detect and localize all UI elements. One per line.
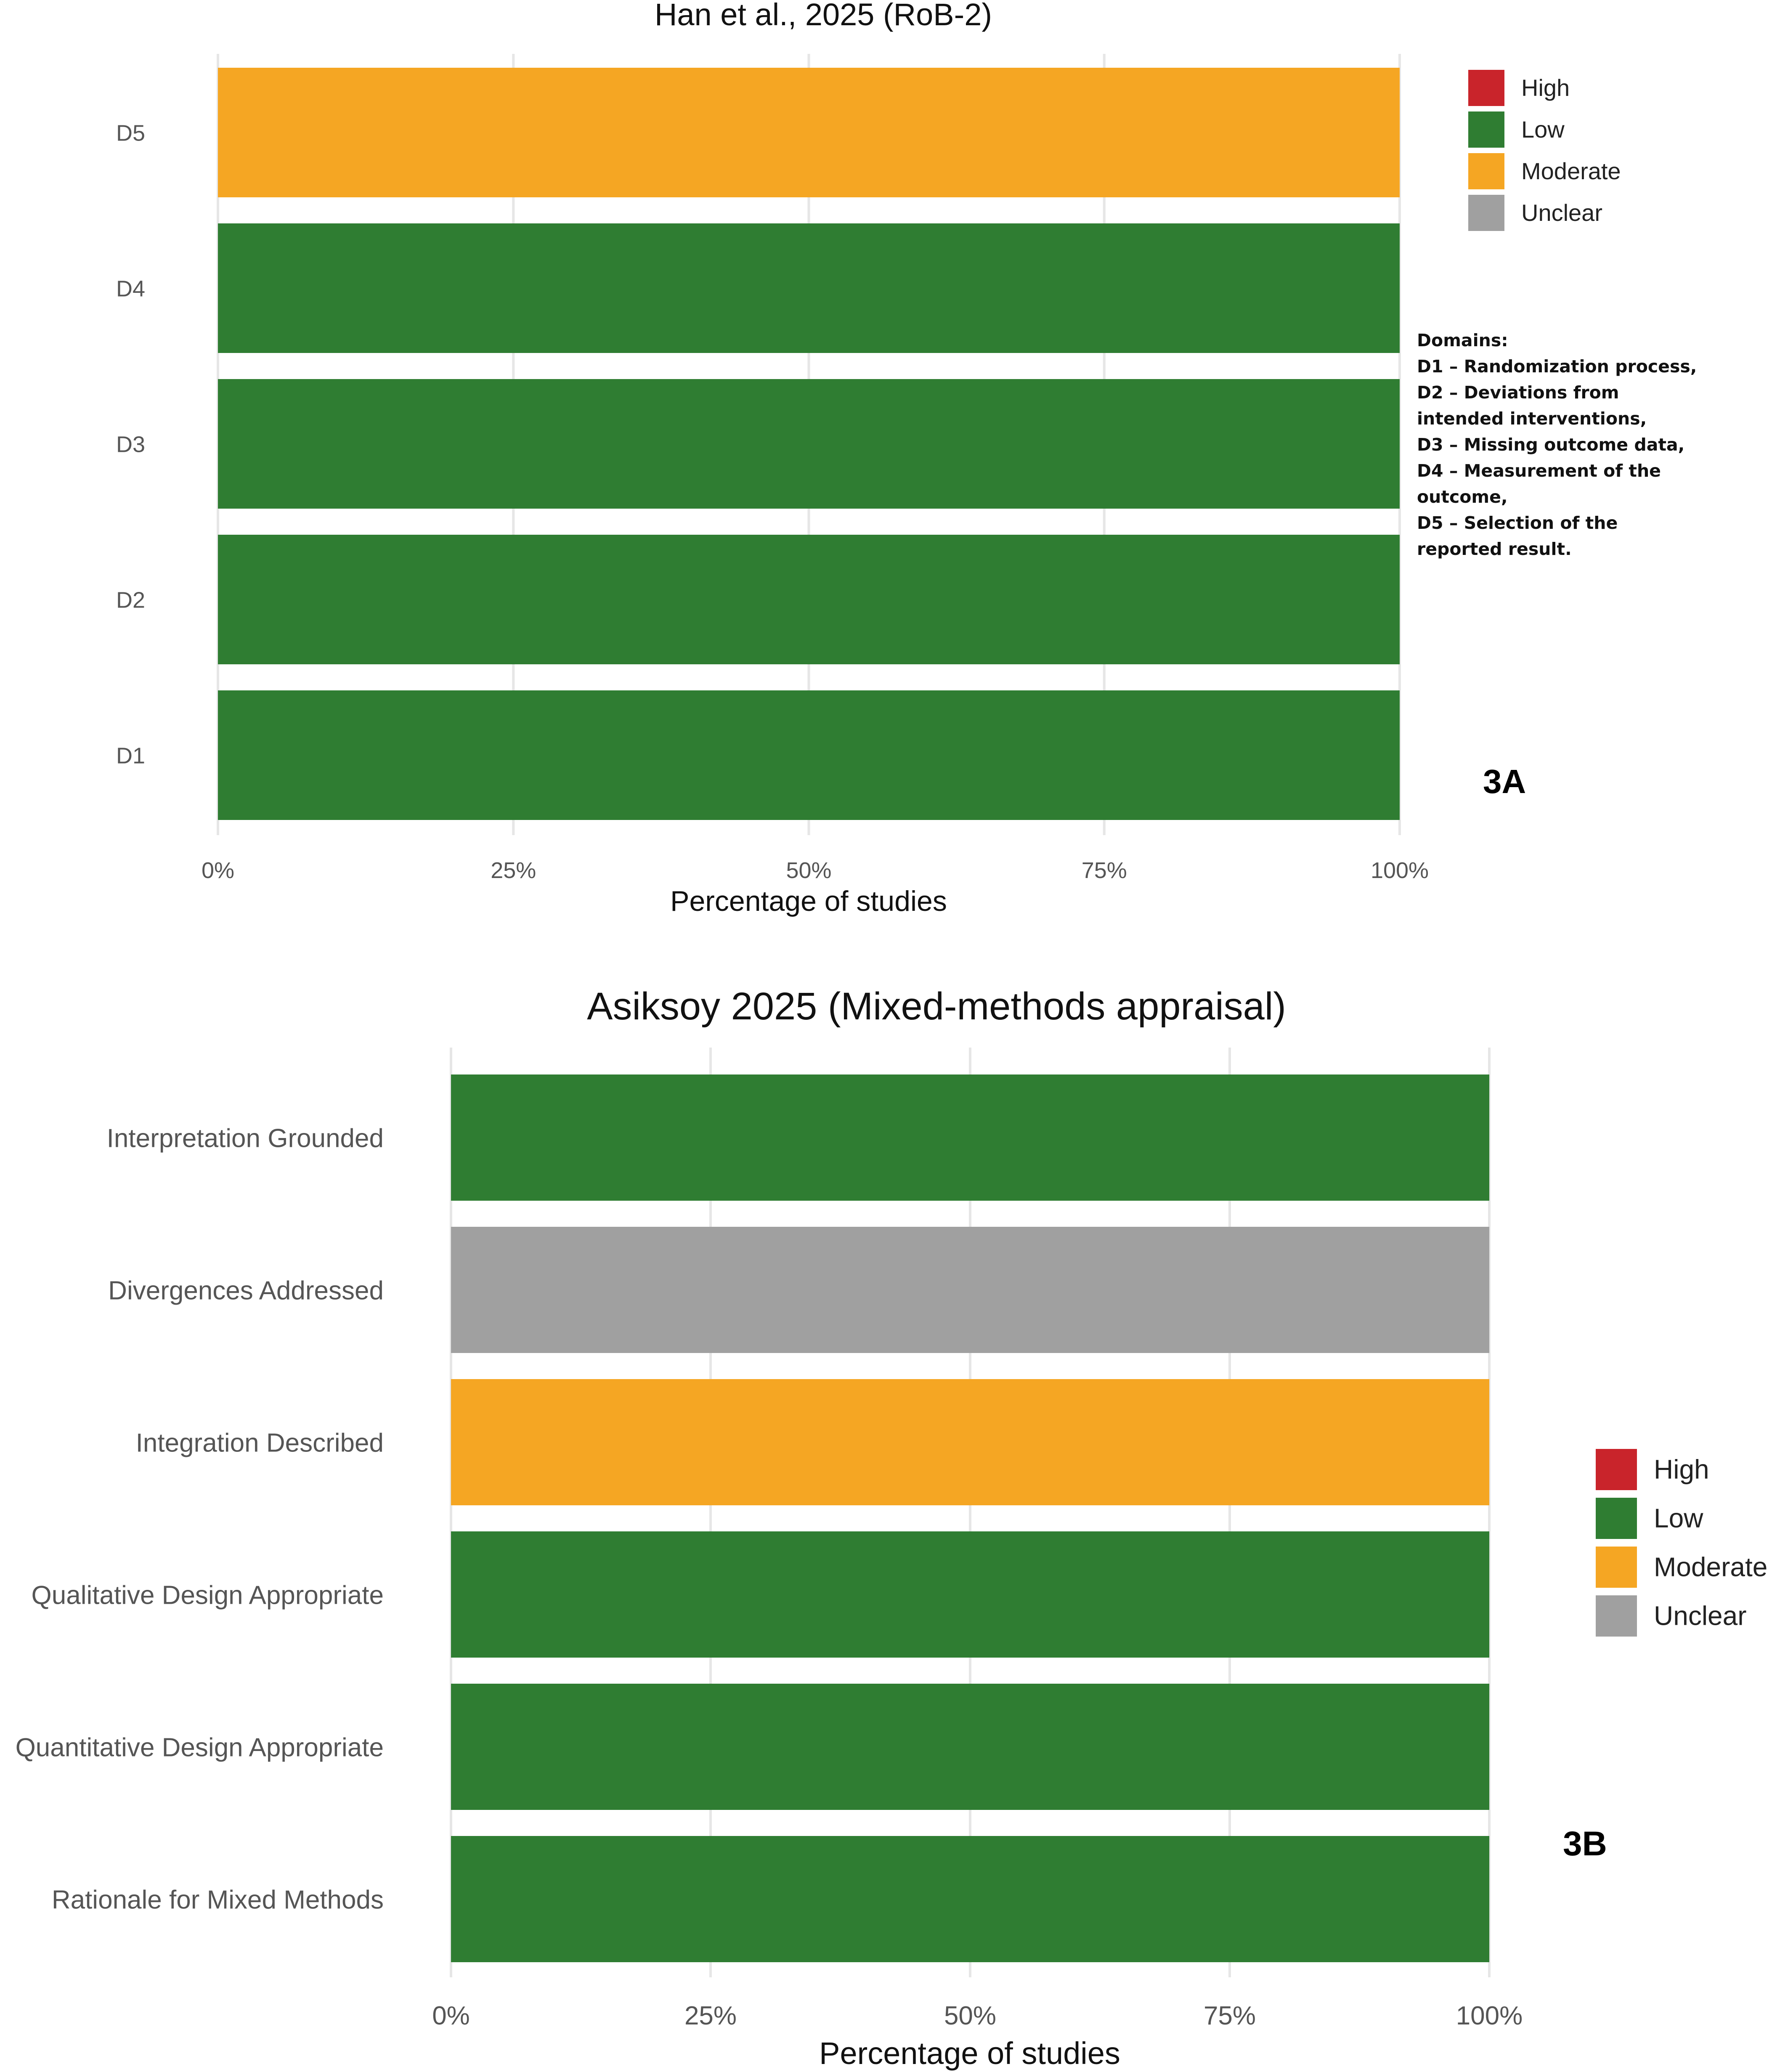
bar-low [218,690,1400,820]
legend-swatch-low [1468,111,1504,148]
legend-label: Low [1521,116,1565,143]
y-category-label: D1 [116,743,145,768]
domains-note-line: outcome, [1417,487,1508,507]
panel-label: 3A [1483,763,1526,800]
domains-note: Domains: D1 – Randomization process, D2 … [1417,327,1720,562]
x-tick-label: 25% [491,858,536,883]
domains-note-line: D5 – Selection of the [1417,513,1618,533]
bar-low [451,1531,1489,1658]
chart-panel-3a: Han et al., 2025 (RoB-2) 0% 25% 50% 75% 100% D… [116,0,1621,917]
y-category-label: Divergences Addressed [108,1276,384,1305]
y-category-label: Quantitative Design Appropriate [16,1733,384,1762]
y-category-label: Integration Described [136,1428,384,1457]
legend-swatch-unclear [1596,1595,1637,1637]
legend-label: High [1654,1454,1709,1485]
legend-swatch-moderate [1596,1547,1637,1588]
chart-title: Asiksoy 2025 (Mixed-methods appraisal) [587,985,1286,1028]
legend-label: Moderate [1654,1552,1767,1582]
legend-swatch-high [1596,1449,1637,1490]
x-axis-label: Percentage of studies [670,885,947,917]
x-tick-label: 100% [1371,858,1429,883]
x-tick-label: 0% [202,858,234,883]
chart-title: Han et al., 2025 (RoB-2) [655,0,992,32]
x-tick-label: 50% [786,858,831,883]
bar-low [451,1684,1489,1810]
y-category-label: Rationale for Mixed Methods [52,1885,384,1914]
legend-label: Low [1654,1503,1703,1533]
legend-swatch-low [1596,1498,1637,1539]
y-category-label: D5 [116,120,145,146]
legend-label: High [1521,74,1570,101]
x-tick-label: 25% [684,2001,737,2030]
domains-note-line: D4 – Measurement of the [1417,461,1661,481]
y-category-label: Qualitative Design Appropriate [32,1581,384,1610]
domains-note-line: D1 – Randomization process, [1417,356,1697,377]
x-tick-label: 75% [1204,2001,1256,2030]
x-tick-label: 75% [1082,858,1127,883]
legend-label: Unclear [1654,1601,1747,1631]
domains-note-line: reported result. [1417,539,1572,559]
bar-moderate [451,1379,1489,1505]
legend-swatch-high [1468,70,1504,106]
domains-note-line: D3 – Missing outcome data, [1417,435,1685,455]
domains-note-line: D2 – Deviations from [1417,382,1619,403]
y-category-label: Interpretation Grounded [107,1124,384,1153]
panel-label: 3B [1563,1825,1607,1863]
bar-unclear [451,1227,1489,1353]
legend-label: Moderate [1521,158,1621,184]
domains-note-line: intended interventions, [1417,409,1647,429]
y-category-label: D3 [116,432,145,457]
bar-low [451,1836,1489,1962]
x-tick-label: 0% [432,2001,470,2030]
bar-low [218,535,1400,664]
bar-low [218,223,1400,353]
y-category-label: D2 [116,587,145,613]
x-tick-label: 100% [1456,2001,1523,2030]
y-category-label: D4 [116,276,145,301]
x-axis-label: Percentage of studies [819,2036,1120,2071]
x-tick-label: 50% [944,2001,996,2030]
legend-label: Unclear [1521,199,1602,226]
domains-note-line: Domains: [1417,330,1508,350]
bar-moderate [218,68,1400,197]
chart-panel-3b: Asiksoy 2025 (Mixed-methods appraisal) 0%… [16,985,1768,2071]
bar-low [218,379,1400,509]
legend-swatch-moderate [1468,153,1504,189]
bar-low [451,1074,1489,1201]
legend-swatch-unclear [1468,195,1504,231]
